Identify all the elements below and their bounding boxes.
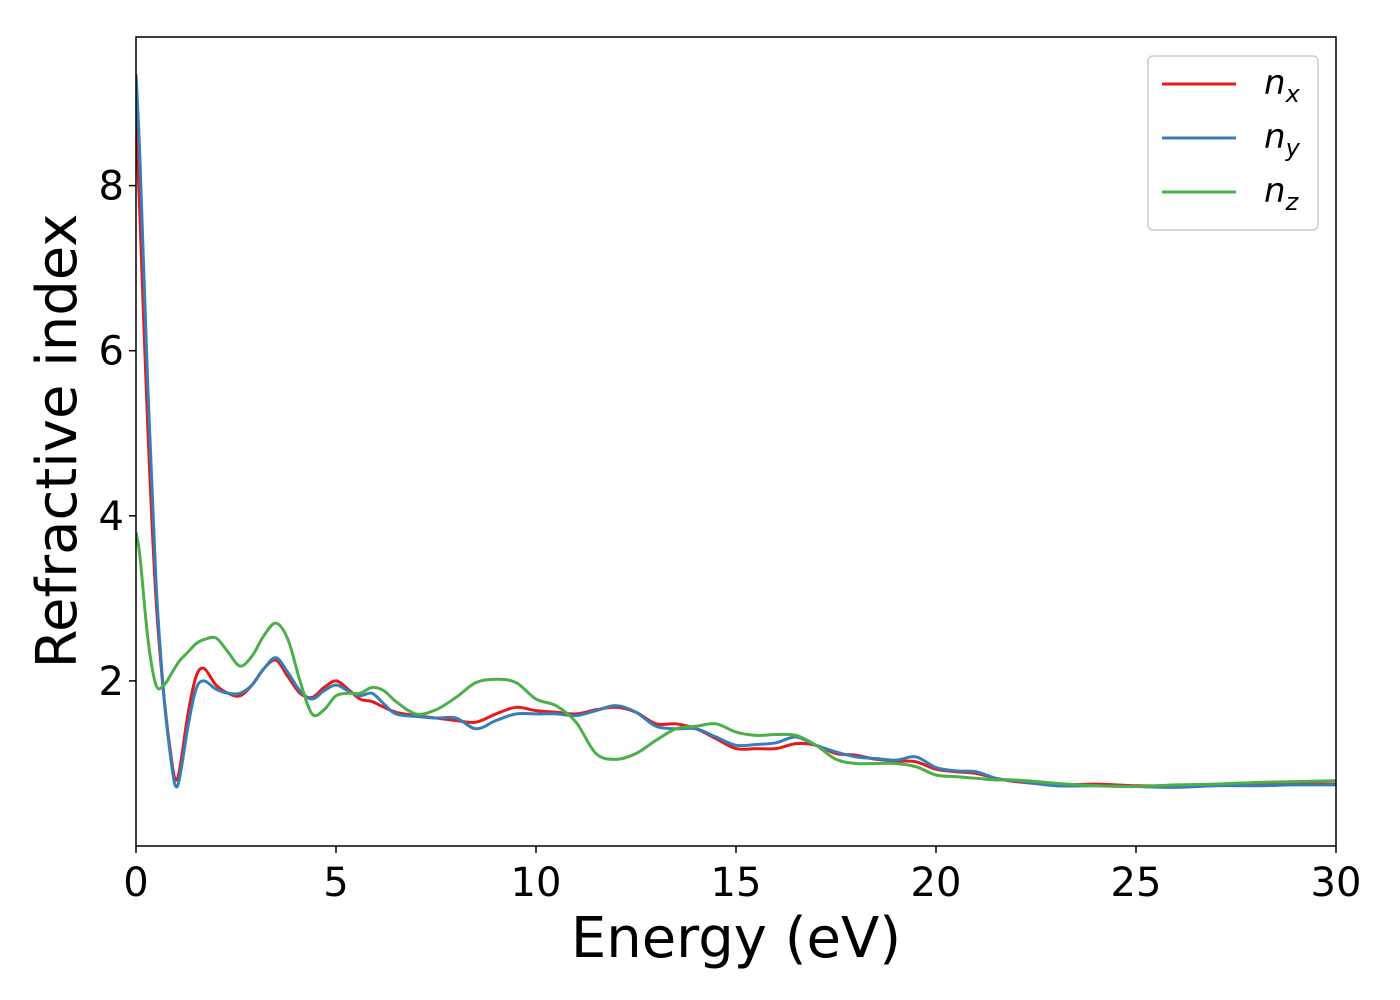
y-tick-label: 8	[99, 164, 124, 210]
legend-label-y: ny	[1264, 117, 1301, 162]
x-tick-label: 30	[1311, 860, 1362, 906]
series-line-z	[136, 532, 1336, 789]
x-tick-label: 25	[1111, 860, 1162, 906]
x-tick-label: 20	[911, 860, 962, 906]
x-tick-label: 0	[123, 860, 148, 906]
legend-label-z: nz	[1264, 171, 1300, 216]
x-tick-label: 5	[323, 860, 348, 906]
y-tick-label: 2	[99, 659, 124, 705]
y-tick-label: 6	[99, 329, 124, 375]
series-layer	[136, 74, 1336, 789]
x-axis-ticks: 0 5 10 15 20 25 30	[123, 846, 1361, 906]
x-tick-label: 10	[511, 860, 562, 906]
series-line-y	[136, 74, 1336, 789]
x-axis-title: Energy (eV)	[571, 906, 901, 971]
y-axis-ticks: 2 4 6 8	[99, 164, 136, 705]
y-tick-label: 4	[99, 494, 124, 540]
legend-label-x: nx	[1264, 63, 1301, 108]
legend-box	[1147, 55, 1319, 231]
x-tick-label: 15	[711, 860, 762, 906]
y-axis-title: Refractive index	[25, 214, 90, 669]
legend: nx ny nz	[1147, 55, 1319, 231]
